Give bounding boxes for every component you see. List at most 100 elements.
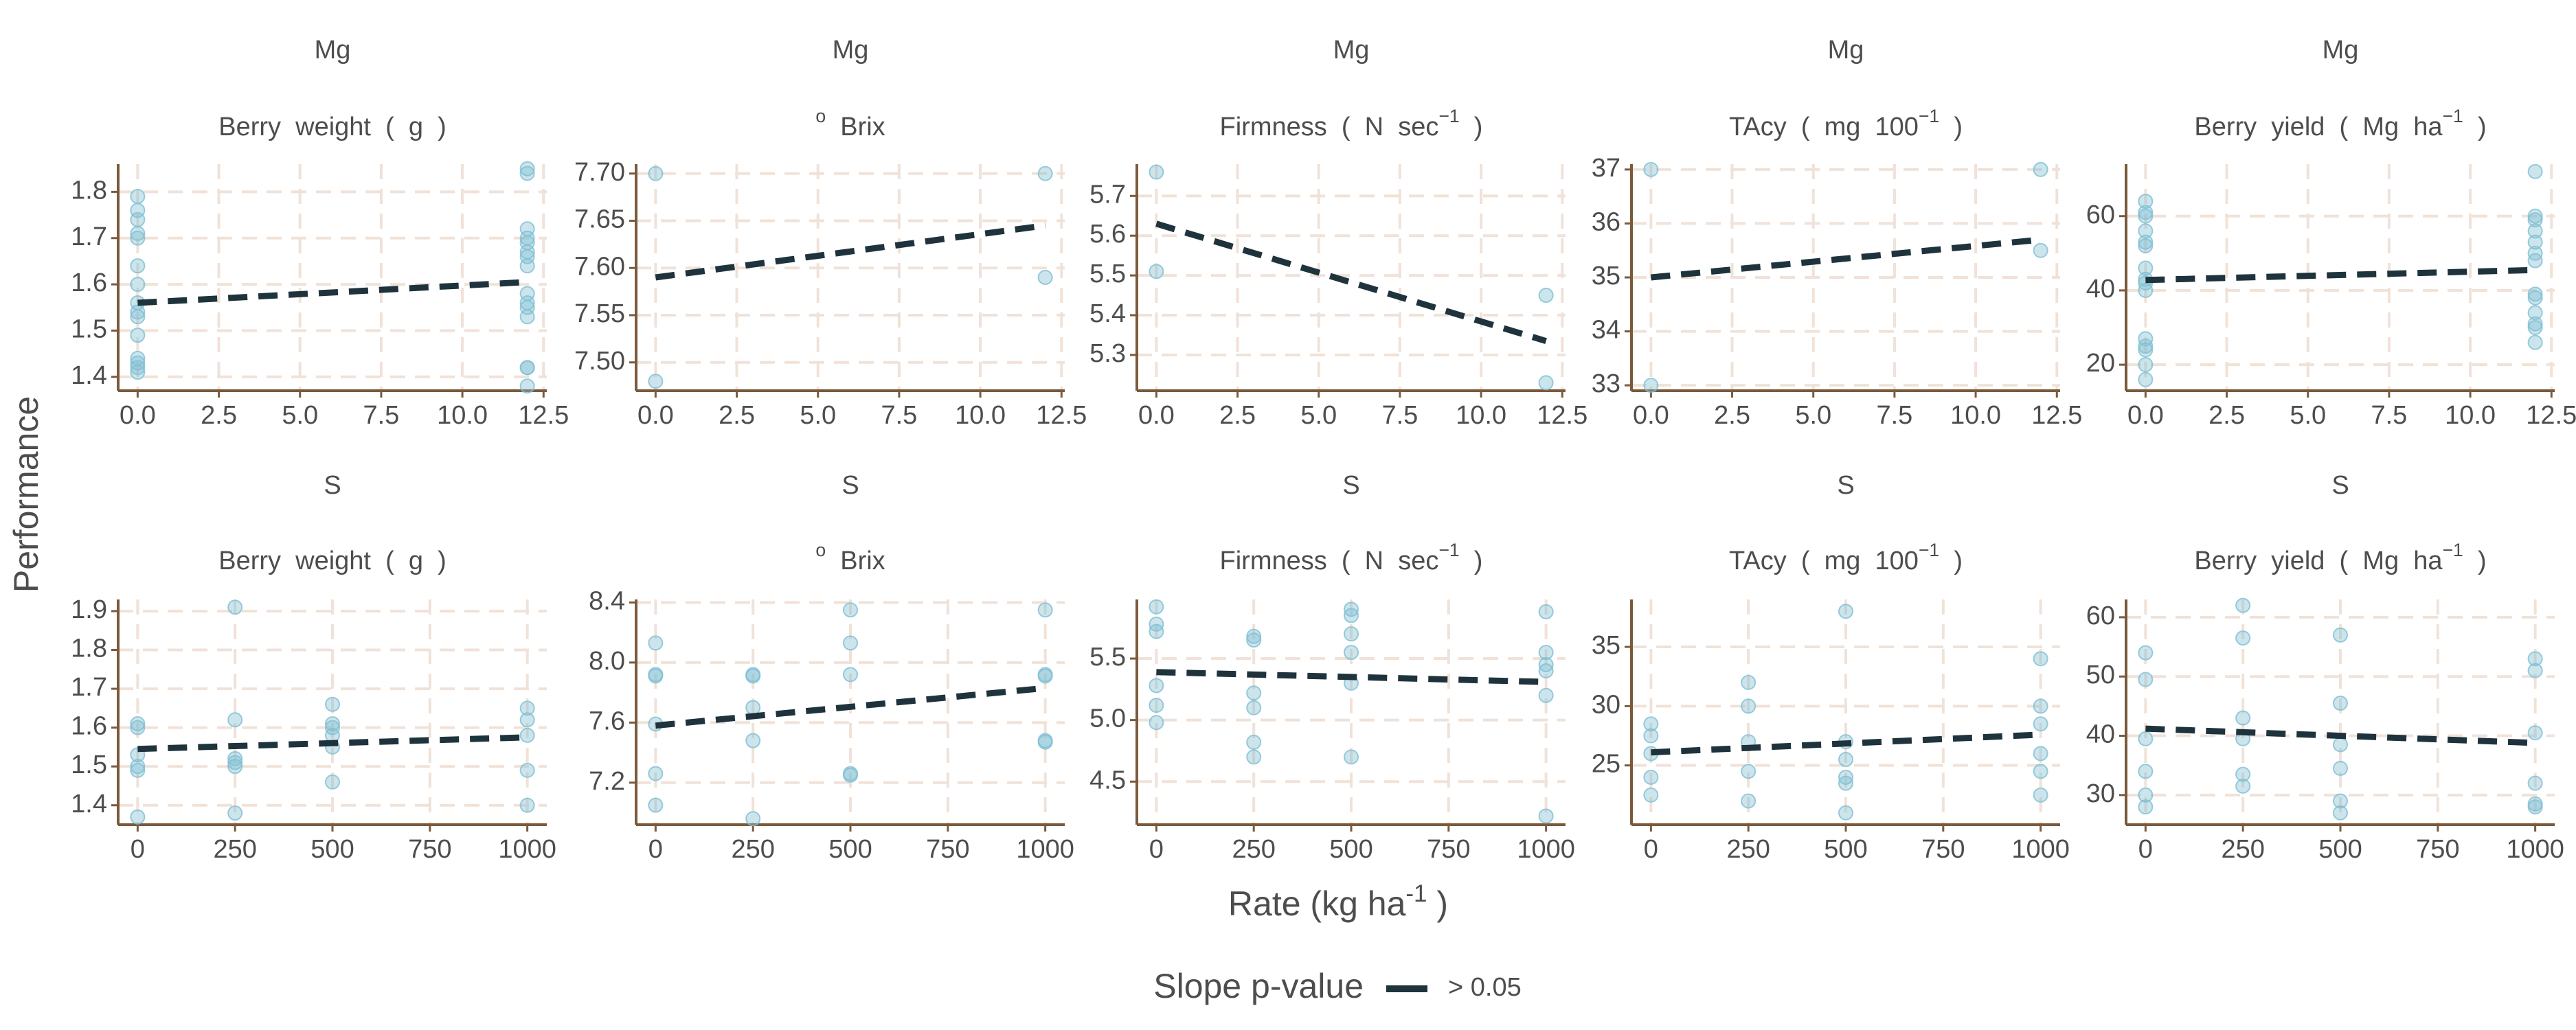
point [130, 304, 146, 320]
text-part: Rate (kg ha [1228, 884, 1406, 923]
point [1643, 161, 1659, 177]
x-tick-label: 500 [828, 835, 872, 864]
x-tick-label: 10.0 [1950, 401, 2001, 430]
y-tick-label: 8.0 [589, 647, 625, 676]
text-part: Berry weight ( g ) [218, 547, 447, 575]
y-tick-label: 7.2 [589, 767, 625, 796]
text-part: ) [1460, 547, 1483, 575]
y-tick-label: 33 [1592, 369, 1620, 398]
y-tick-label: 30 [2086, 779, 2115, 808]
strip-title: Mg [833, 36, 869, 65]
text-part: Brix [826, 113, 885, 141]
point [325, 720, 340, 735]
point [2033, 787, 2048, 803]
legend-title: Slope p-value [1153, 967, 1364, 1005]
fit-line [1156, 669, 1546, 685]
y-tick-label: 1.5 [71, 314, 107, 343]
point [1741, 793, 1756, 809]
point [1538, 375, 1554, 391]
y-tick-label: 34 [1592, 316, 1620, 345]
point [2527, 223, 2543, 239]
x-tick-label: 250 [2221, 835, 2264, 864]
y-tick-label: 7.60 [574, 252, 625, 281]
point [1741, 764, 1756, 779]
point [2527, 208, 2543, 224]
point [1246, 749, 1262, 765]
point [1643, 787, 1659, 803]
point [130, 762, 146, 778]
point [1037, 602, 1053, 618]
y-tick-label: 5.7 [1089, 180, 1126, 209]
point [325, 716, 340, 731]
point [745, 700, 761, 716]
x-tick-label: 1000 [1517, 835, 1575, 864]
text-part: ) [1460, 113, 1483, 141]
x-tick-label: 250 [213, 835, 256, 864]
y-tick-label: 20 [2086, 349, 2115, 378]
x-tick-label: 2.5 [2208, 401, 2245, 430]
text-part: Brix [826, 547, 885, 575]
y-tick-label: 40 [2086, 720, 2115, 749]
superscript: o [815, 106, 826, 126]
y-tick-label: 5.0 [1089, 705, 1126, 733]
point [130, 365, 146, 380]
x-tick-label: 5.0 [2290, 401, 2326, 430]
point [1246, 628, 1262, 644]
x-tick-label: 7.5 [363, 401, 399, 430]
point [1037, 668, 1053, 684]
point [2033, 764, 2048, 779]
point [130, 328, 146, 343]
point [1246, 734, 1262, 750]
x-tick-label: 5.0 [1300, 401, 1337, 430]
x-tick-label: 12.5 [518, 401, 569, 430]
point [1149, 599, 1164, 615]
text-part: ) [2463, 113, 2487, 141]
text-part: Firmness ( N sec [1220, 547, 1439, 575]
strip-subtitle: Berry weight ( g ) [218, 547, 447, 575]
point [648, 668, 664, 684]
strip-subtitle: Berry yield ( Mg ha−1 ) [2194, 540, 2486, 575]
point [1149, 164, 1164, 180]
point [2527, 212, 2543, 228]
fit-line [655, 685, 1046, 729]
x-tick-label: 2.5 [719, 401, 755, 430]
x-tick-label: 750 [1427, 835, 1470, 864]
point [130, 360, 146, 376]
point [2333, 761, 2348, 776]
point [227, 599, 243, 615]
y-tick-label: 7.55 [574, 299, 625, 328]
point [1344, 645, 1359, 661]
point [130, 211, 146, 227]
point [2527, 316, 2543, 332]
point [2235, 766, 2251, 782]
point [2138, 208, 2154, 224]
x-tick-label: 250 [731, 835, 774, 864]
point [1643, 378, 1659, 393]
point [1838, 805, 1853, 821]
point [2138, 260, 2154, 276]
point [2527, 663, 2543, 678]
point [2527, 305, 2543, 321]
strip-subtitle: o Brix [815, 106, 885, 141]
x-tick-label: 7.5 [1381, 401, 1418, 430]
y-tick-label: 5.6 [1089, 220, 1126, 249]
point [519, 797, 535, 813]
y-tick-label: 7.70 [574, 158, 625, 187]
y-tick-label: 8.4 [589, 586, 625, 615]
y-tick-label: 35 [1592, 631, 1620, 660]
strip-subtitle: o Brix [815, 540, 885, 575]
point [2527, 775, 2543, 791]
point [519, 360, 535, 376]
y-tick-label: 30 [1592, 690, 1620, 719]
point [2138, 645, 2154, 661]
point [1538, 645, 1554, 661]
x-tick-label: 12.5 [2031, 401, 2082, 430]
point [1538, 656, 1554, 672]
strip-title: S [1342, 471, 1359, 500]
x-tick-label: 5.0 [800, 401, 836, 430]
x-tick-label: 0.0 [2127, 401, 2164, 430]
point [2527, 286, 2543, 302]
fit-line [1651, 731, 2041, 756]
point [2235, 630, 2251, 646]
point [519, 309, 535, 325]
